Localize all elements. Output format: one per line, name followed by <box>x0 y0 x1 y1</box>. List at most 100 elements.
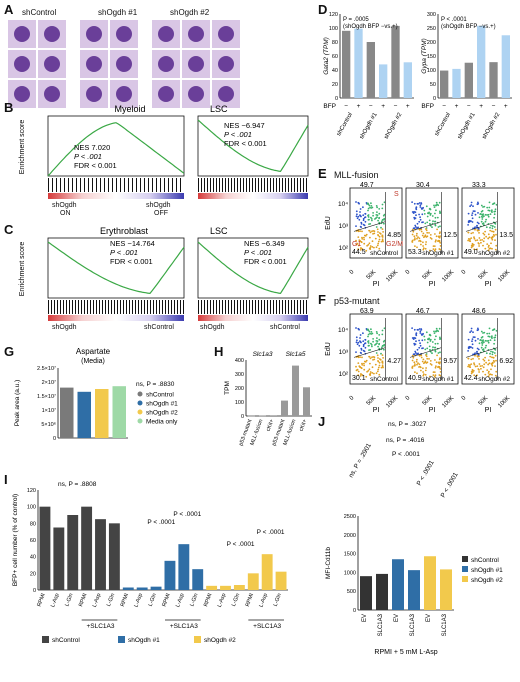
flow-event <box>416 328 419 331</box>
gsea-c2-title: LSC <box>210 226 228 236</box>
flow-event <box>432 371 435 373</box>
flow-event <box>359 208 362 210</box>
flow-event <box>470 237 473 239</box>
j-xtick: EV <box>362 614 368 622</box>
flow-event <box>356 343 359 346</box>
flow-event <box>493 235 496 237</box>
gsea-b2-title: LSC <box>210 104 228 114</box>
flow-event <box>489 355 492 358</box>
h-ylabel: TPM <box>224 381 231 395</box>
flow-event <box>418 213 420 216</box>
gsea-c-ylabel: Enrichment score <box>19 242 26 297</box>
gsea-b1-frame <box>47 115 185 177</box>
flow-event <box>415 206 418 209</box>
flow-event <box>478 342 481 345</box>
i-bar <box>247 573 259 590</box>
flow-event <box>378 212 381 215</box>
flow-event <box>426 231 429 234</box>
flow-event <box>484 247 487 250</box>
flow-event <box>491 227 494 230</box>
flow-event <box>473 237 476 240</box>
i-bar <box>261 554 273 590</box>
flow-event <box>369 362 371 365</box>
flow-event <box>433 204 435 207</box>
flow-event <box>477 368 480 370</box>
flow-event <box>416 372 418 375</box>
flow-event <box>375 214 378 216</box>
flow-event <box>438 327 441 330</box>
i-xtick: RPMI <box>203 592 214 607</box>
flow-event <box>470 201 473 204</box>
flow-event <box>367 218 370 221</box>
g-title: Aspartate <box>76 347 111 356</box>
i-bar <box>206 585 218 590</box>
d-ytick: 20 <box>332 82 338 88</box>
i-xtick: RPMI <box>78 592 89 607</box>
gsea-b2-nes: NES −6.947 <box>224 121 265 130</box>
flow-event <box>411 354 414 357</box>
flow-event <box>360 352 362 354</box>
i-bar <box>39 506 51 590</box>
flow-event <box>369 349 372 351</box>
flow-event <box>376 216 378 218</box>
flow-event <box>357 244 360 247</box>
flow-event <box>484 373 487 376</box>
flow-event <box>369 371 372 373</box>
flow-event <box>474 339 477 342</box>
flow-event <box>420 203 423 205</box>
panel-f-flow: 63.9 30.1 4.27 shControl 0 50K 100K PI 46.7 40.9 9… <box>325 308 515 414</box>
flow-event <box>381 361 384 363</box>
flow-xlabel: PI <box>429 281 436 288</box>
panel-b-letter: B <box>4 100 14 115</box>
flow-event <box>380 226 382 229</box>
d-ytick: 120 <box>329 12 338 18</box>
flow-event <box>371 246 374 248</box>
flow-event <box>432 374 435 376</box>
i-xtick: L-Asp <box>92 593 103 609</box>
flow-event <box>434 220 436 223</box>
j-bar <box>392 559 404 610</box>
flow-event <box>438 201 441 204</box>
j-xtick: SLC1A3 <box>410 613 416 636</box>
flow-event <box>433 332 436 334</box>
flow-gate-label-g2m: G2/M <box>386 241 403 248</box>
gsea-b-left-label2: ON <box>60 210 71 217</box>
d-ylabel: Gata2 (TPM) <box>323 37 330 75</box>
flow-event <box>359 375 362 377</box>
d-ylabel: Gypa (TPM) <box>421 38 428 73</box>
flow-event <box>412 353 415 356</box>
flow-event <box>414 337 417 340</box>
flow-g1-value: 44.5 <box>352 249 366 256</box>
gsea-c1-nes: NES −14.764 <box>110 239 155 248</box>
flow-event <box>357 248 360 250</box>
gsea-b2-fdr: FDR < 0.001 <box>224 139 267 148</box>
flow-event <box>361 356 363 359</box>
flow-event <box>491 373 493 376</box>
gsea-c2-p: P < .001 <box>244 248 272 257</box>
gsea-b1-p: P < .001 <box>74 152 102 161</box>
flow-event <box>477 338 479 340</box>
flow-event <box>476 229 479 232</box>
flow-event <box>367 216 370 218</box>
flow-event <box>488 370 490 373</box>
gsea-b-left-label: shOgdh <box>52 202 77 209</box>
flow-event <box>373 372 375 375</box>
flow-event <box>416 237 418 240</box>
flow-xtick: 50K <box>478 269 490 281</box>
j-xlabel: RPMI + 5 mM L-Asp <box>374 649 437 656</box>
flow-event <box>474 354 476 357</box>
flow-xtick: 100K <box>385 269 399 283</box>
flow-event <box>378 358 381 360</box>
flow-event <box>426 357 429 360</box>
flow-event <box>431 352 433 355</box>
panel-f-letter: F <box>318 292 326 307</box>
flow-event <box>355 369 358 372</box>
flow-event <box>377 231 379 233</box>
h-xtick: cKit+ <box>266 419 276 433</box>
flow-event <box>413 342 416 345</box>
flow-g2m-value: 4.27 <box>387 358 401 365</box>
flow-event <box>479 339 482 341</box>
flow-event <box>467 212 470 215</box>
flow-event <box>426 221 429 224</box>
